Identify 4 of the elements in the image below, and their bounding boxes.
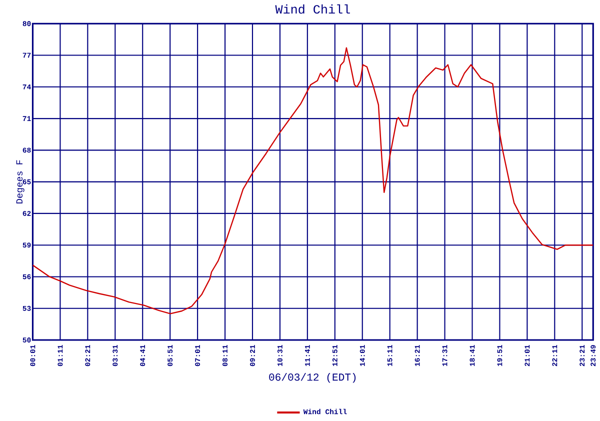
chart-title: Wind Chill — [275, 4, 350, 14]
y-axis-title: Degees F — [16, 160, 24, 204]
x-axis-title: 06/03/12 (EDT) — [269, 372, 356, 383]
line-series — [32, 47, 594, 314]
